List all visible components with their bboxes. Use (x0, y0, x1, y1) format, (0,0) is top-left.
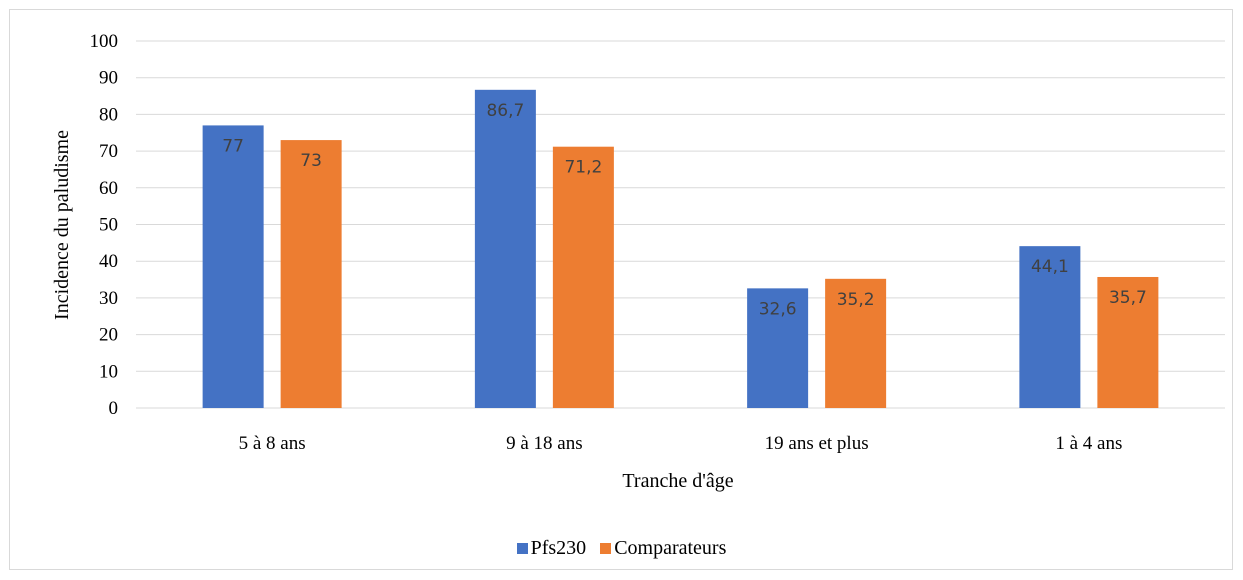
x-tick-label: 5 à 8 ans (239, 433, 306, 454)
legend-item-pfs230: Pfs230 (516, 537, 587, 560)
bar-comparateurs (552, 146, 614, 409)
x-tick-label: 9 à 18 ans (506, 433, 583, 454)
bar-pfs230 (202, 125, 264, 408)
y-axis-title: Incidence du paludisme (51, 130, 73, 320)
y-tick-label: 40 (99, 251, 118, 272)
y-tick-label: 50 (99, 215, 118, 236)
y-tick-label: 60 (99, 178, 118, 199)
legend-item-comparateurs: Comparateurs (600, 537, 726, 560)
bar-comparateurs (825, 278, 887, 408)
bar-comparateurs (1097, 276, 1159, 408)
bar-chart: 0 10 20 30 40 50 60 70 80 90 100 77 73 86,7 71,2 32,6 3… (51, 31, 1225, 492)
y-tick-label: 30 (99, 288, 118, 309)
data-label: 44,1 (1031, 257, 1069, 277)
data-label: 71,2 (564, 158, 602, 178)
bar-pfs230 (1019, 246, 1081, 408)
data-labels: 77 73 86,7 71,2 32,6 35,2 44,1 35,7 (222, 101, 1147, 320)
data-label: 35,2 (837, 290, 875, 310)
bar-pfs230 (474, 89, 536, 408)
bar-pfs230 (747, 288, 809, 408)
legend-label: Comparateurs (614, 537, 727, 559)
x-tick-label: 1 à 4 ans (1055, 433, 1122, 454)
legend-swatch (516, 543, 528, 554)
y-tick-label: 70 (99, 141, 118, 162)
y-tick-label: 90 (99, 68, 118, 89)
legend: Pfs230 Comparateurs (0, 537, 1243, 560)
data-label: 32,6 (759, 299, 797, 319)
legend-label: Pfs230 (530, 537, 587, 559)
y-tick-labels: 0 10 20 30 40 50 60 70 80 90 100 (90, 31, 119, 419)
x-tick-labels: 5 à 8 ans 9 à 18 ans 19 ans et plus 1 à 4 a… (239, 433, 1123, 454)
bars (202, 89, 1159, 409)
x-axis-title: Tranche d'âge (622, 470, 733, 492)
y-tick-label: 80 (99, 104, 118, 125)
y-tick-label: 20 (99, 325, 118, 346)
y-tick-label: 100 (90, 31, 119, 52)
data-label: 73 (300, 151, 322, 171)
y-tick-label: 0 (109, 398, 119, 419)
bar-comparateurs (280, 140, 342, 408)
data-label: 35,7 (1109, 288, 1147, 308)
legend-swatch (600, 543, 612, 554)
data-label: 86,7 (486, 101, 524, 121)
x-tick-label: 19 ans et plus (765, 433, 869, 454)
y-tick-label: 10 (99, 361, 118, 382)
data-label: 77 (222, 136, 244, 156)
